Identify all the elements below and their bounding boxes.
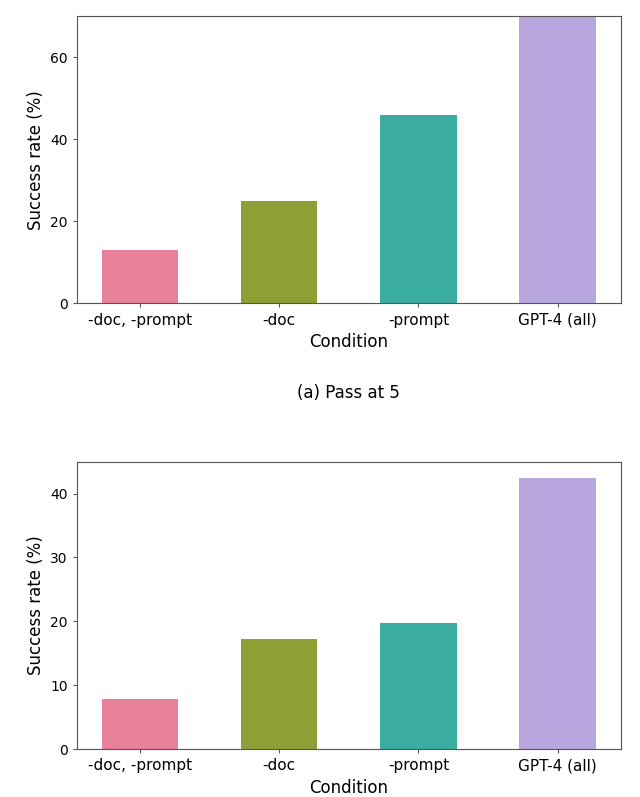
X-axis label: Condition: Condition: [309, 333, 388, 351]
Bar: [102, 699, 178, 749]
Y-axis label: Success rate (%): Success rate (%): [27, 536, 45, 675]
Y-axis label: Success rate (%): Success rate (%): [27, 90, 45, 230]
Bar: [380, 622, 457, 749]
Bar: [102, 250, 178, 304]
Bar: [520, 477, 596, 749]
Bar: [241, 639, 317, 749]
Text: (a) Pass at 5: (a) Pass at 5: [298, 384, 400, 402]
Bar: [380, 115, 457, 304]
X-axis label: Condition: Condition: [309, 779, 388, 797]
Bar: [520, 4, 596, 304]
Bar: [241, 201, 317, 304]
